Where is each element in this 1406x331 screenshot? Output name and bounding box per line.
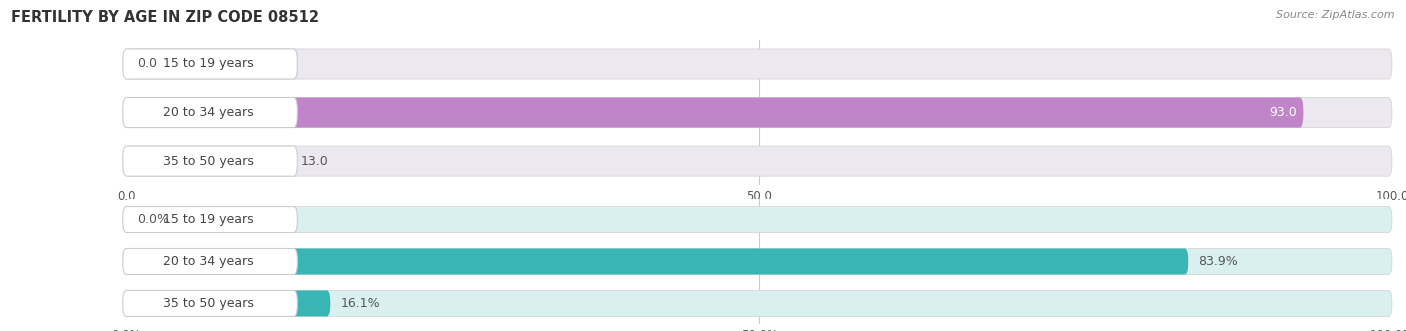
FancyBboxPatch shape [127, 146, 1392, 176]
Text: 15 to 19 years: 15 to 19 years [163, 58, 253, 71]
Text: 35 to 50 years: 35 to 50 years [163, 155, 253, 167]
FancyBboxPatch shape [122, 49, 298, 79]
Text: 83.9%: 83.9% [1198, 255, 1239, 268]
Text: 0.0%: 0.0% [136, 213, 169, 226]
FancyBboxPatch shape [127, 146, 291, 176]
FancyBboxPatch shape [122, 249, 298, 274]
Text: 20 to 34 years: 20 to 34 years [163, 255, 253, 268]
Text: 0.0: 0.0 [136, 58, 156, 71]
FancyBboxPatch shape [122, 146, 298, 176]
Text: 93.0: 93.0 [1270, 106, 1298, 119]
Text: 13.0: 13.0 [301, 155, 329, 167]
FancyBboxPatch shape [127, 98, 1392, 127]
FancyBboxPatch shape [127, 290, 1392, 316]
FancyBboxPatch shape [127, 207, 1392, 233]
Text: Source: ZipAtlas.com: Source: ZipAtlas.com [1277, 10, 1395, 20]
FancyBboxPatch shape [127, 49, 1392, 79]
FancyBboxPatch shape [122, 207, 298, 233]
FancyBboxPatch shape [127, 98, 1303, 127]
FancyBboxPatch shape [127, 249, 1188, 274]
FancyBboxPatch shape [122, 98, 298, 127]
FancyBboxPatch shape [127, 249, 1392, 274]
Text: FERTILITY BY AGE IN ZIP CODE 08512: FERTILITY BY AGE IN ZIP CODE 08512 [11, 10, 319, 25]
Text: 20 to 34 years: 20 to 34 years [163, 106, 253, 119]
FancyBboxPatch shape [122, 290, 298, 316]
FancyBboxPatch shape [127, 290, 330, 316]
Text: 16.1%: 16.1% [340, 297, 380, 310]
Text: 35 to 50 years: 35 to 50 years [163, 297, 253, 310]
Text: 15 to 19 years: 15 to 19 years [163, 213, 253, 226]
